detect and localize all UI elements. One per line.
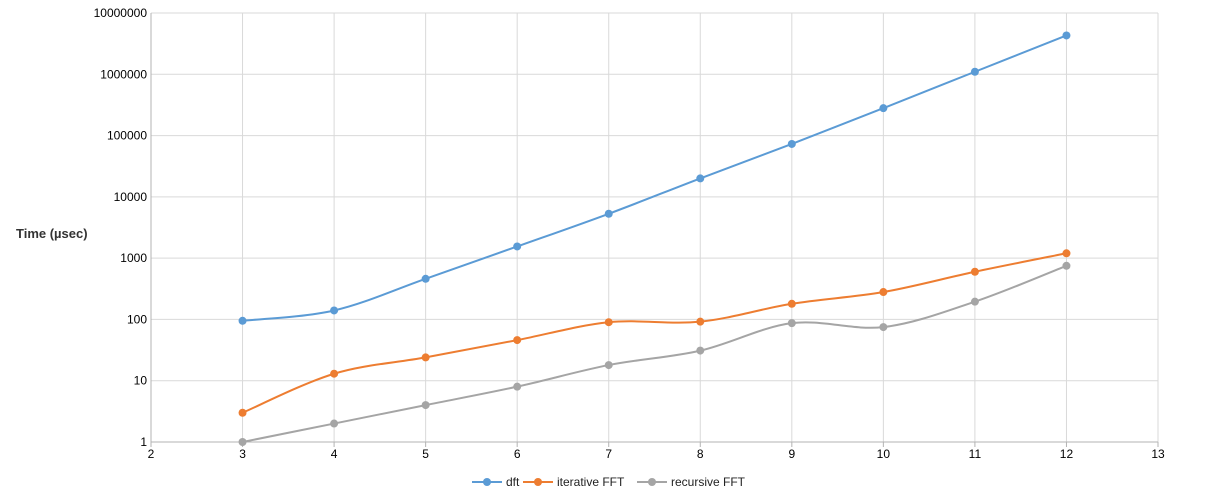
data-point-dft: [1062, 31, 1071, 40]
data-point-iterative-fft: [1062, 249, 1071, 258]
axes: [150, 13, 1159, 447]
data-point-iterative-fft: [970, 267, 979, 276]
data-point-iterative-fft: [604, 318, 613, 327]
y-tick-label: 1: [140, 435, 147, 449]
y-tick-label: 100: [127, 312, 147, 326]
data-point-recursive-fft: [330, 419, 339, 428]
legend-label: iterative FFT: [557, 475, 625, 489]
data-point-dft: [330, 306, 339, 315]
data-point-dft: [787, 139, 796, 148]
data-point-recursive-fft: [238, 438, 247, 446]
x-tick-label: 3: [239, 447, 246, 461]
y-tick-label: 10: [134, 374, 148, 388]
legend-item-iterative-fft: iterative FFT: [523, 475, 625, 489]
series-line-iterative-fft: [242, 252, 1067, 414]
data-point-dft: [696, 174, 705, 183]
data-point-iterative-fft: [879, 288, 888, 297]
x-tick-label: 7: [605, 447, 612, 461]
x-tick-label: 13: [1151, 447, 1165, 461]
data-point-iterative-fft: [238, 408, 247, 417]
legend-item-dft: dft: [472, 475, 520, 489]
y-tick-labels: 1 10 100 1000 10000 100000 1000000 10000000: [94, 6, 148, 449]
y-tick-label: 1000000: [100, 67, 147, 81]
grid: [151, 12, 1159, 442]
data-point-iterative-fft: [513, 336, 522, 345]
x-tick-label: 2: [148, 447, 155, 461]
legend-item-recursive-fft: recursive FFT: [637, 475, 746, 489]
series-line-dft: [242, 34, 1067, 322]
data-point-recursive-fft: [879, 323, 888, 332]
data-point-dft: [604, 209, 613, 218]
data-point-dft: [238, 316, 247, 325]
legend-swatch-marker: [648, 478, 656, 486]
data-point-recursive-fft: [604, 361, 613, 370]
x-tick-label: 8: [697, 447, 704, 461]
x-tick-label: 9: [788, 447, 795, 461]
data-point-recursive-fft: [1062, 261, 1071, 270]
data-point-recursive-fft: [787, 319, 796, 328]
y-tick-label: 1000: [120, 251, 147, 265]
x-tick-label: 11: [969, 447, 982, 461]
x-tick-label: 5: [422, 447, 429, 461]
data-point-iterative-fft: [787, 299, 796, 308]
legend-label: dft: [506, 475, 520, 489]
legend-swatch-marker: [534, 478, 542, 486]
data-point-dft: [421, 274, 430, 283]
data-point-recursive-fft: [421, 401, 430, 410]
data-point-dft: [513, 242, 522, 251]
x-tick-labels: 2 3 4 5 6 7 8 9 10 11 12 13: [148, 447, 1165, 461]
y-tick-label: 10000000: [94, 6, 148, 20]
data-point-recursive-fft: [696, 346, 705, 355]
legend-label: recursive FFT: [671, 475, 746, 489]
data-point-iterative-fft: [421, 353, 430, 362]
legend-swatch-marker: [483, 478, 491, 486]
data-point-iterative-fft: [696, 317, 705, 326]
x-tick-label: 6: [514, 447, 521, 461]
legend: dft iterative FFT recursive FFT: [472, 475, 746, 489]
x-tick-label: 4: [331, 447, 338, 461]
y-tick-label: 10000: [114, 190, 148, 204]
data-point-iterative-fft: [330, 369, 339, 378]
data-point-dft: [879, 104, 888, 113]
data-point-recursive-fft: [513, 382, 522, 391]
series-layer: [238, 31, 1071, 446]
data-point-dft: [970, 67, 979, 76]
y-axis-label: Time (µsec): [16, 226, 88, 241]
series-line-recursive-fft: [242, 264, 1067, 443]
y-tick-label: 100000: [107, 129, 147, 143]
x-tick-label: 10: [877, 447, 891, 461]
x-tick-label: 12: [1060, 447, 1074, 461]
data-point-recursive-fft: [970, 297, 979, 306]
